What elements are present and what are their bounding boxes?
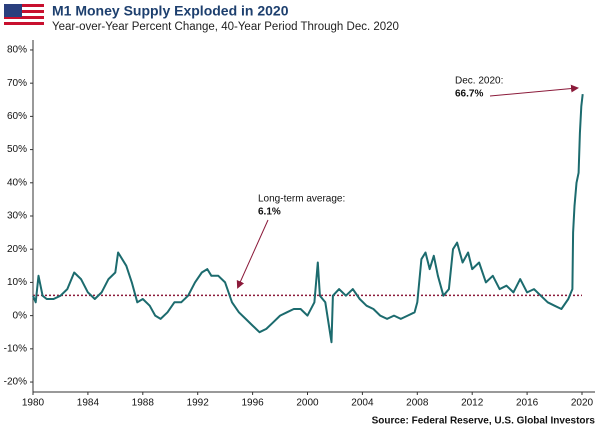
y-tick-label: 70% [7,78,27,89]
x-tick-label: 2008 [406,398,429,409]
x-tick-label: 2016 [516,398,539,409]
x-tick-label: 2012 [461,398,484,409]
annotation: Dec. 2020: [455,76,503,87]
y-tick-label: 30% [7,211,27,222]
annotation-arrow [236,219,269,289]
y-tick-label: 60% [7,111,27,122]
y-tick-label: 80% [7,45,27,56]
y-tick-label: 40% [7,177,27,188]
annotation-arrow [489,84,579,97]
y-tick-label: -20% [4,377,27,388]
x-tick-label: 2004 [351,398,374,409]
x-tick-label: 1984 [77,398,100,409]
y-tick-label: -10% [4,343,27,354]
source: Source: Federal Reserve, U.S. Global Inv… [372,416,596,427]
y-tick-label: 10% [7,277,27,288]
y-tick-label: 50% [7,144,27,155]
annotation-value: 66.7% [455,89,483,100]
chart-subtitle: Year-over-Year Percent Change, 40-Year P… [52,21,399,33]
x-tick-label: 2020 [571,398,594,409]
y-tick-label: 20% [7,244,27,255]
chart-title: M1 Money Supply Exploded in 2020 [52,3,289,19]
data-line [32,93,584,344]
annotation-value: 6.1% [258,207,281,218]
y-tick-label: 0% [13,310,28,321]
x-tick-label: 1992 [187,398,210,409]
x-tick-label: 1980 [22,398,45,409]
x-tick-label: 2000 [296,398,319,409]
x-tick-label: 1988 [132,398,155,409]
annotation: Long-term average: [258,194,345,205]
flag [4,4,44,28]
x-tick-label: 1996 [241,398,264,409]
